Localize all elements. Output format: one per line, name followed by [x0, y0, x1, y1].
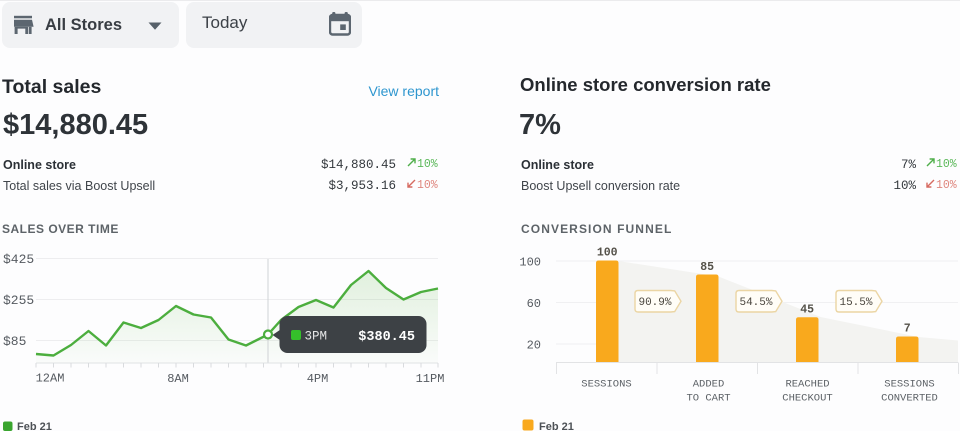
svg-text:100: 100 — [597, 247, 618, 260]
svg-text:Feb 21: Feb 21 — [539, 421, 574, 431]
svg-text:12AM: 12AM — [36, 372, 65, 386]
svg-text:CHECKOUT: CHECKOUT — [782, 393, 832, 405]
svg-text:60: 60 — [527, 297, 541, 311]
svg-text:54.5%: 54.5% — [739, 297, 772, 309]
svg-text:90.9%: 90.9% — [638, 297, 671, 309]
svg-text:4PM: 4PM — [307, 372, 329, 386]
svg-text:100: 100 — [519, 256, 541, 270]
svg-text:$425: $425 — [3, 252, 34, 267]
svg-text:85: 85 — [700, 261, 714, 274]
svg-text:20: 20 — [527, 339, 541, 353]
svg-text:TO CART: TO CART — [686, 393, 730, 405]
svg-text:7: 7 — [904, 323, 911, 336]
svg-text:$255: $255 — [3, 293, 34, 308]
svg-text:SESSIONS: SESSIONS — [581, 379, 631, 391]
svg-text:11PM: 11PM — [416, 372, 445, 386]
svg-text:45: 45 — [800, 304, 814, 317]
svg-text:$380.45: $380.45 — [358, 330, 415, 345]
svg-text:SESSIONS: SESSIONS — [884, 379, 934, 391]
svg-text:Feb 21: Feb 21 — [17, 421, 52, 431]
svg-text:3PM: 3PM — [305, 330, 328, 344]
svg-text:15.5%: 15.5% — [839, 297, 872, 309]
svg-text:CONVERTED: CONVERTED — [881, 393, 938, 405]
svg-text:ADDED: ADDED — [693, 379, 725, 391]
svg-text:8AM: 8AM — [167, 372, 189, 386]
svg-text:REACHED: REACHED — [785, 379, 829, 391]
svg-text:$85: $85 — [3, 334, 26, 349]
